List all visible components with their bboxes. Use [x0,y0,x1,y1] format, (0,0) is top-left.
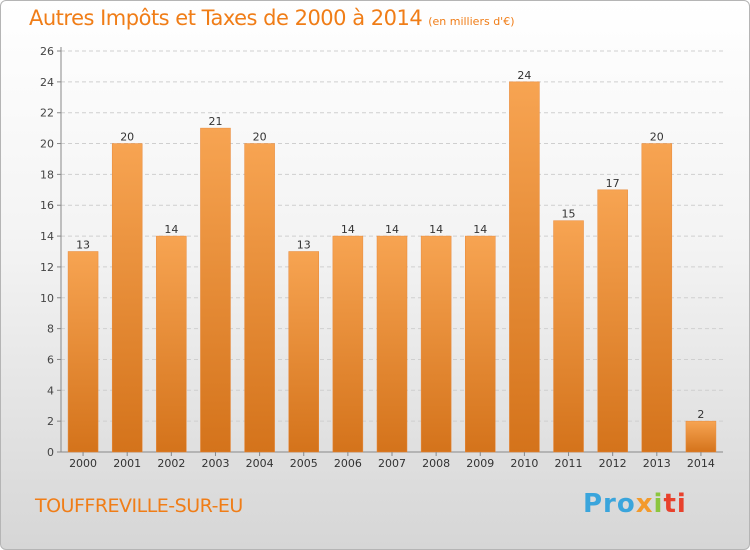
y-tick-label: 6 [47,353,54,366]
x-tick-label: 2003 [201,457,229,470]
y-tick-label: 8 [47,323,54,336]
bar [244,143,275,453]
logo-part-2: x [635,489,654,519]
y-tick-label: 20 [40,138,54,151]
x-tick-label: 2004 [246,457,274,470]
y-tick-label: 24 [40,76,54,89]
x-tick-label: 2001 [113,457,141,470]
bar [67,251,99,453]
y-tick-label: 10 [40,292,54,305]
bar [509,81,540,453]
y-tick-label: 12 [40,261,54,274]
x-tick-label: 2014 [687,457,715,470]
data-label: 13 [297,239,311,252]
x-tick-label: 2005 [290,457,318,470]
data-label: 14 [341,223,355,236]
bar [111,143,143,453]
logo-part-1: Pro [583,489,636,519]
bar [200,127,231,453]
bar [553,220,584,453]
data-label: 14 [473,223,487,236]
x-tick-label: 2012 [599,457,627,470]
data-label: 21 [208,115,222,128]
bar [465,235,496,453]
x-tick-label: 2002 [157,457,185,470]
bar [376,235,408,453]
x-tick-label: 2007 [378,457,406,470]
bar [332,235,364,453]
y-tick-label: 26 [40,45,54,58]
logo-part-3: i [653,489,664,519]
y-tick-label: 0 [47,446,54,459]
title-text: Autres Impôts et Taxes de 2000 à 2014 [29,6,423,30]
data-label: 13 [76,239,90,252]
city-name: TOUFFREVILLE-SUR-EU [35,495,243,517]
y-tick-label: 2 [47,415,54,428]
bar [597,189,628,453]
data-label: 20 [253,131,267,144]
x-tick-label: 2009 [466,457,494,470]
x-tick-label: 2000 [69,457,97,470]
x-tick-label: 2010 [510,457,538,470]
bar [685,420,717,453]
x-tick-label: 2008 [422,457,450,470]
logo-part-4: ti [663,489,687,519]
y-tick-label: 14 [40,230,54,243]
x-tick-label: 2013 [643,457,671,470]
data-label: 2 [697,408,704,421]
data-label: 24 [517,69,531,82]
y-tick-label: 22 [40,107,54,120]
proxiti-logo: Proxiti [583,489,687,519]
bar [288,251,319,453]
data-label: 17 [606,177,620,190]
data-label: 14 [164,223,178,236]
data-label: 15 [562,208,576,221]
bar [156,235,187,453]
chart-unit: (en milliers d'€) [428,15,515,28]
bar [641,143,673,453]
data-label: 14 [385,223,399,236]
x-tick-label: 2011 [555,457,583,470]
y-tick-label: 18 [40,168,54,181]
data-label: 20 [120,131,134,144]
x-tick-label: 2006 [334,457,362,470]
data-label: 20 [650,131,664,144]
y-tick-label: 16 [40,199,54,212]
chart-title: Autres Impôts et Taxes de 2000 à 2014 (en… [29,6,514,30]
y-tick-label: 4 [47,384,54,397]
bar [420,235,452,453]
data-label: 14 [429,223,443,236]
